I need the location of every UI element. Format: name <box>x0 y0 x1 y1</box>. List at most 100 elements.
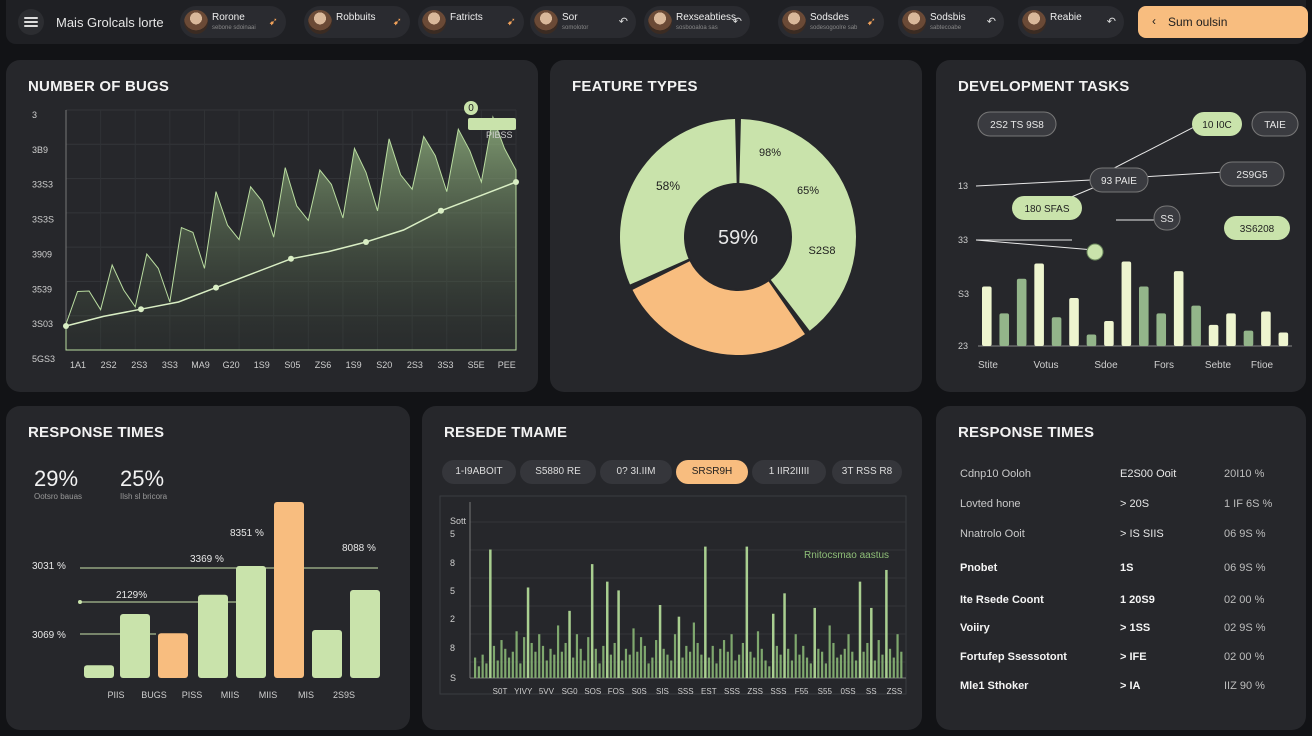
table-row[interactable]: Ite Rsede Coont 1 20S9 02 00 % <box>960 594 1290 614</box>
task-node[interactable] <box>977 111 1057 137</box>
resede-tab[interactable]: SRSR9H <box>676 460 748 484</box>
task-bar[interactable] <box>1069 298 1079 346</box>
task-bar[interactable] <box>1173 271 1184 346</box>
donut-slice[interactable] <box>632 261 805 355</box>
task-bar[interactable] <box>1261 311 1271 346</box>
task-bar[interactable] <box>1086 334 1097 346</box>
action-icon[interactable]: ➹ <box>866 16 876 28</box>
summary-button[interactable]: ‹ Sum oulsin <box>1138 6 1308 38</box>
x-label: Sdoe <box>1094 360 1118 371</box>
task-point[interactable] <box>1086 243 1104 261</box>
trend-point[interactable] <box>438 207 444 214</box>
response-bar[interactable] <box>120 614 150 678</box>
task-bar[interactable] <box>982 286 992 346</box>
task-bar[interactable] <box>1121 261 1132 346</box>
action-icon[interactable]: ↶ <box>1106 16 1116 28</box>
user-chip[interactable]: Reabie ↶ <box>1018 6 1124 38</box>
response-bar[interactable] <box>312 630 342 678</box>
action-icon[interactable]: ↶ <box>618 16 628 28</box>
badge-block <box>468 118 516 130</box>
table-row[interactable]: Voiiry > 1SS 02 9S % <box>960 622 1290 642</box>
response-bar[interactable] <box>350 590 380 678</box>
action-icon[interactable]: ↶ <box>732 16 742 28</box>
table-row[interactable]: Mle1 Sthoker > IA IIZ 90 % <box>960 680 1290 700</box>
task-node-label: 3S6208 <box>1240 224 1275 235</box>
task-node[interactable] <box>1224 216 1290 240</box>
task-bar[interactable] <box>1139 286 1149 346</box>
x-label: MIS <box>298 690 314 700</box>
response-bar[interactable] <box>198 594 228 678</box>
y-tick-label: 5 <box>450 529 455 539</box>
resede-bar <box>843 648 846 678</box>
response-bar[interactable] <box>158 633 188 678</box>
user-chip[interactable]: Rexseabtiess sosbooaloa sas ↶ <box>644 6 750 38</box>
table-row[interactable]: Pnobet 1S 06 9S % <box>960 562 1290 582</box>
resede-bar <box>896 634 899 678</box>
task-bar[interactable] <box>1034 263 1044 346</box>
task-bar[interactable] <box>1278 332 1289 346</box>
trend-point[interactable] <box>63 323 69 329</box>
table-row[interactable]: Lovted hone > 20S 1 IF 6S % <box>960 498 1290 518</box>
slice-label: 58% <box>656 179 680 193</box>
resede-tab[interactable]: S5880 RE <box>520 460 596 484</box>
user-chip[interactable]: Sor somolotor ↶ <box>530 6 636 38</box>
resede-tab[interactable]: 1 IIR2IIIII <box>752 460 826 484</box>
donut-slice[interactable] <box>620 119 737 285</box>
task-bar[interactable] <box>1016 278 1027 346</box>
table-row[interactable]: Nnatrolo Ooit > IS SIIS 06 9S % <box>960 528 1290 548</box>
task-bar[interactable] <box>1051 317 1062 346</box>
resede-bar <box>670 660 673 678</box>
trend-point[interactable] <box>363 239 369 245</box>
stat-1-sub: Ootsro bauas <box>34 492 83 501</box>
line-label: 3031 % <box>32 561 66 572</box>
action-icon[interactable]: ➹ <box>506 16 516 28</box>
task-bar[interactable] <box>1156 313 1167 346</box>
table-row[interactable]: Fortufep Ssessotont > IFE 02 00 % <box>960 651 1290 671</box>
user-chip[interactable]: Rorone sebone sdoinaai ➹ <box>180 6 286 38</box>
trend-point[interactable] <box>288 255 294 262</box>
task-node[interactable] <box>1192 112 1242 136</box>
resede-tab[interactable]: 3T RSS R8 <box>832 460 902 484</box>
table-row[interactable]: Cdnp10 Ooloh E2S00 Ooit 20I10 % <box>960 468 1290 488</box>
response-bar[interactable] <box>236 566 266 678</box>
trend-point[interactable] <box>138 306 144 313</box>
task-bar[interactable] <box>1243 330 1254 346</box>
task-bar[interactable] <box>1226 313 1236 346</box>
x-label: 2S9S <box>333 690 355 700</box>
user-chip[interactable]: Sodsbis sabtecoabe ↶ <box>898 6 1004 38</box>
trend-point[interactable] <box>213 284 219 291</box>
response-bar[interactable] <box>84 665 114 678</box>
badge-dot <box>464 101 478 115</box>
resede-bar <box>538 634 541 678</box>
task-bar[interactable] <box>1191 305 1201 346</box>
task-node[interactable] <box>1219 161 1285 187</box>
user-chip[interactable]: Robbuits ➹ <box>304 6 410 38</box>
user-chip[interactable]: Fatricts ➹ <box>418 6 524 38</box>
resede-bar <box>832 642 835 678</box>
resede-tab[interactable]: 1-I9ABOIT <box>442 460 516 484</box>
resede-bar <box>734 660 737 678</box>
action-icon[interactable]: ↶ <box>986 16 996 28</box>
trend-point[interactable] <box>513 179 519 185</box>
task-node[interactable] <box>1153 205 1181 231</box>
user-name: Rorone <box>212 12 245 23</box>
task-node[interactable] <box>1251 111 1299 137</box>
resede-tab[interactable]: 0? 3I.IIM <box>600 460 672 484</box>
action-icon[interactable]: ➹ <box>268 16 278 28</box>
response-bar[interactable] <box>274 502 304 678</box>
task-bar[interactable] <box>1104 321 1114 346</box>
donut-slice[interactable] <box>739 119 856 331</box>
x-label: S0S <box>632 687 647 696</box>
action-icon[interactable]: ➹ <box>392 16 402 28</box>
user-chip[interactable]: Sodsdes sodesogoolre sab ➹ <box>778 6 884 38</box>
response-right-title: RESPONSE TIMES <box>958 424 1095 441</box>
task-node[interactable] <box>1089 167 1149 193</box>
task-bar[interactable] <box>999 313 1010 346</box>
response-right-panel: RESPONSE TIMES Cdnp10 Ooloh E2S00 Ooit 20I… <box>936 406 1306 730</box>
menu-button[interactable] <box>18 9 44 35</box>
task-node[interactable] <box>1012 196 1082 220</box>
resede-bar <box>515 631 518 678</box>
resede-bar <box>474 657 477 678</box>
task-bar[interactable] <box>1208 324 1219 346</box>
avatar <box>782 10 806 34</box>
